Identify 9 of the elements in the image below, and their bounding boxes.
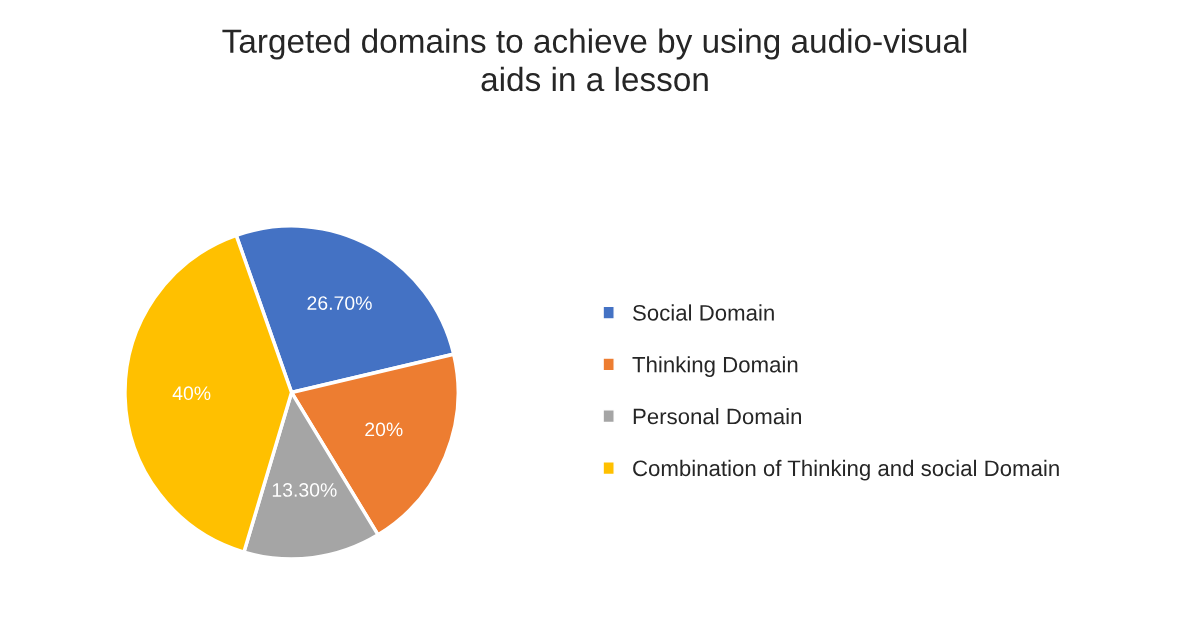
data-label: 26.70% — [307, 296, 372, 310]
legend-label: Combination of Thinking and social Domain — [633, 459, 1059, 481]
chart-title: Targeted domains to achieve by using audio-visual aids in a lesson — [222, 28, 967, 92]
data-label: 40% — [172, 386, 211, 401]
legend-label: Personal Domain — [633, 408, 801, 425]
data-label: 13.30% — [272, 483, 337, 497]
legend-label: Thinking Domain — [632, 356, 798, 377]
legend-label: Social Domain — [633, 304, 774, 321]
data-label: 20% — [365, 422, 403, 437]
